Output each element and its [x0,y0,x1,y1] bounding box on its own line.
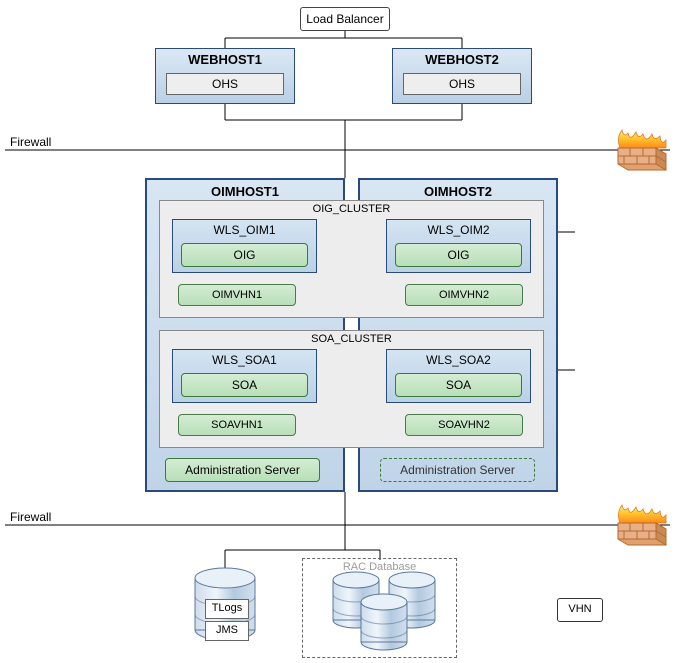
webhost1: WEBHOST1 OHS [155,48,295,104]
wls-oim1: WLS_OIM1 OIG [172,219,317,273]
soavhn1: SOAVHN1 [178,414,296,436]
oig-pill-2: OIG [395,243,522,267]
wls-soa2-title: WLS_SOA2 [387,353,530,367]
oig-pill-1: OIG [181,243,308,267]
tlogs-label: TLogs [205,599,249,619]
wls-oim2-title: WLS_OIM2 [387,223,530,237]
soa-pill-2: SOA [395,373,522,397]
webhost1-title: WEBHOST1 [156,49,294,67]
soa-cluster-title: SOA_CLUSTER [160,331,543,347]
oig-cluster-title: OIG_CLUSTER [160,201,543,217]
jms-label: JMS [205,621,249,641]
vhn-key: VHN [557,598,603,622]
admin-server-passive: Administration Server [380,458,535,482]
oimvhn1: OIMVHN1 [178,284,296,306]
firewall-label-1: Firewall [10,135,51,149]
wls-oim2: WLS_OIM2 OIG [386,219,531,273]
wls-soa1: WLS_SOA1 SOA [172,349,317,403]
firewall-label-2: Firewall [10,510,51,524]
soavhn2: SOAVHN2 [405,414,523,436]
webhost2-title: WEBHOST2 [393,49,531,67]
load-balancer: Load Balancer [300,7,390,31]
webhost2-ohs: OHS [403,73,521,95]
soa-pill-1: SOA [181,373,308,397]
admin-server-active: Administration Server [165,458,320,482]
wls-soa2: WLS_SOA2 SOA [386,349,531,403]
oimvhn2: OIMVHN2 [405,284,523,306]
diagram-canvas: Load Balancer WEBHOST1 OHS WEBHOST2 OHS … [0,0,675,663]
wls-soa1-title: WLS_SOA1 [173,353,316,367]
rac-label: RAC Database [303,559,456,573]
webhost1-ohs: OHS [166,73,284,95]
webhost2: WEBHOST2 OHS [392,48,532,104]
oimhost2-title: OIMHOST2 [360,180,556,199]
wls-oim1-title: WLS_OIM1 [173,223,316,237]
rac-database: RAC Database [302,558,457,658]
oimhost1-title: OIMHOST1 [147,180,343,199]
